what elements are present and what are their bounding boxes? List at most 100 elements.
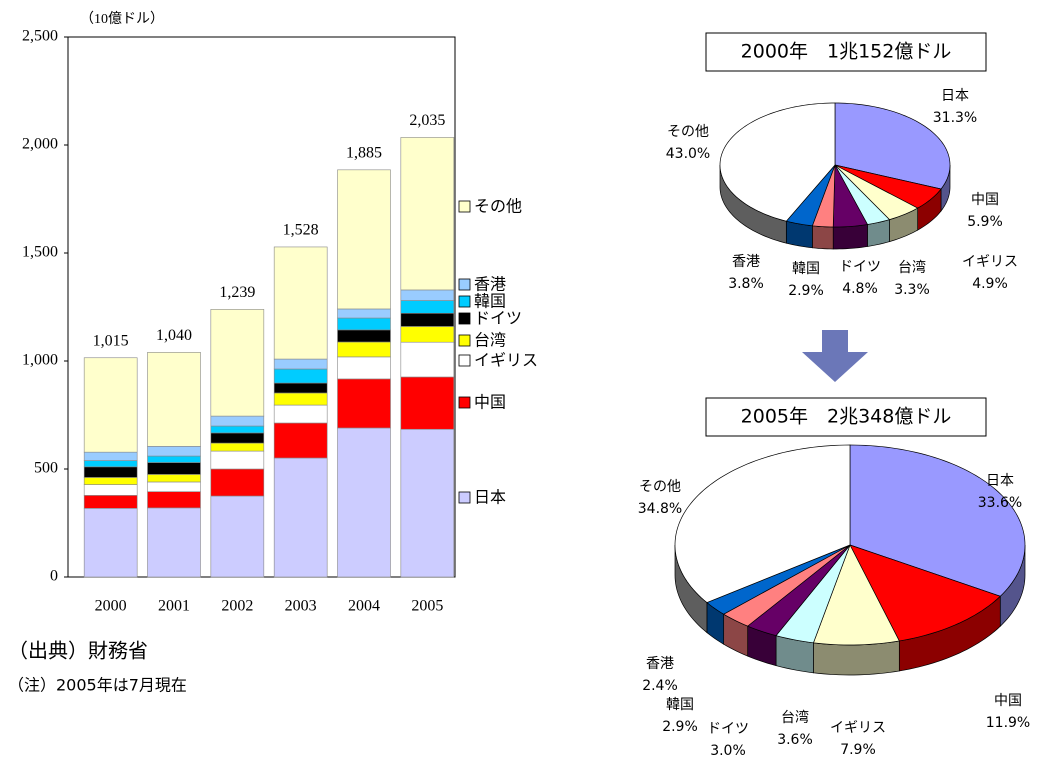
pie-title: 2000年 1兆152億ドル	[741, 41, 952, 63]
slice-label: ドイツ	[707, 721, 749, 737]
pie-slice	[834, 164, 919, 220]
slice-value-label: 34.8%	[638, 501, 682, 517]
bar-segment	[147, 507, 201, 578]
legend-swatch	[458, 396, 471, 409]
pie-slice	[722, 544, 851, 627]
y-tick-label: 1,500	[22, 244, 58, 261]
legend-swatch	[458, 278, 471, 291]
bar-segment	[83, 466, 138, 478]
legend-swatch	[458, 295, 471, 308]
legend-label: 中国	[474, 393, 506, 412]
bar-segment	[83, 508, 138, 578]
y-tick-label: 1,000	[22, 352, 58, 369]
source: （出典）財務省	[8, 639, 148, 663]
pie-slice	[832, 163, 869, 228]
bar-segment	[210, 468, 265, 497]
slice-value-label: 31.3%	[933, 110, 977, 126]
pie-slice	[674, 444, 851, 603]
bar-segment	[273, 358, 328, 370]
pie-side	[832, 224, 868, 250]
slice-label: 香港	[732, 254, 760, 270]
legend-swatch	[458, 334, 471, 347]
legend-swatch	[458, 200, 471, 213]
bar-segment	[210, 415, 265, 427]
bar-segment	[337, 341, 391, 358]
legend-label: その他	[474, 197, 522, 216]
pie-slice	[812, 544, 900, 646]
legend-label: 日本	[474, 488, 506, 507]
bar-segment	[400, 312, 455, 327]
bar-segment	[210, 432, 265, 444]
y-tick-label: 2,500	[22, 28, 58, 45]
bar-segment	[400, 326, 455, 343]
legend-label: 台湾	[474, 331, 506, 350]
arrow	[802, 330, 868, 382]
y-tick-label: 500	[34, 460, 58, 477]
bar-segment	[83, 451, 138, 461]
slice-value-label: 3.6%	[777, 732, 813, 748]
x-tick-label: 2001	[158, 598, 190, 615]
bar-segment	[400, 341, 455, 378]
bar-segment	[147, 491, 201, 509]
pie-side	[812, 225, 834, 250]
bar-segment	[147, 474, 201, 483]
slice-value-label: 3.0%	[710, 743, 746, 759]
pie-title: 2005年 2兆348億ドル	[741, 406, 952, 428]
slice-label: 中国	[971, 192, 999, 208]
slice-value-label: 4.9%	[972, 276, 1008, 292]
bar-segment	[210, 309, 265, 417]
x-tick-label: 2003	[285, 598, 317, 615]
bar-segment	[147, 352, 201, 447]
bar-segment	[210, 442, 265, 452]
legend-swatch	[458, 354, 471, 367]
total-label: 2,035	[409, 112, 445, 129]
total-label: 1,528	[283, 222, 319, 239]
bar-segment	[400, 137, 455, 291]
slice-label: 韓国	[666, 697, 694, 713]
legend-swatch	[458, 312, 471, 325]
total-label: 1,885	[346, 145, 382, 162]
slice-value-label: 2.4%	[642, 678, 678, 694]
legend-swatch	[458, 491, 471, 504]
slice-label: 韓国	[792, 261, 820, 277]
slice-value-label: 5.9%	[967, 214, 1003, 230]
y-axis-label: （10億ドル）	[80, 11, 164, 27]
bar-segment	[273, 246, 328, 360]
total-label: 1,015	[93, 332, 129, 349]
x-tick-label: 2004	[348, 598, 380, 615]
x-tick-label: 2002	[221, 598, 253, 615]
slice-label: その他	[639, 479, 681, 495]
slice-value-label: 3.3%	[894, 282, 930, 298]
bar-segment	[147, 455, 201, 463]
bar-segment	[83, 484, 138, 496]
slice-label: 中国	[994, 693, 1022, 709]
slice-label: ドイツ	[839, 259, 881, 275]
note: （注）2005年は7月現在	[8, 676, 187, 695]
slice-value-label: 7.9%	[840, 742, 876, 758]
x-tick-label: 2000	[95, 598, 127, 615]
bar-segment	[273, 404, 328, 424]
y-tick-label: 0	[50, 568, 58, 585]
bar-segment	[83, 495, 138, 509]
bar-segment	[273, 368, 328, 384]
pie-slice	[719, 102, 836, 222]
pie-side	[813, 640, 900, 676]
bar-segment	[400, 376, 455, 430]
bar-segment	[147, 462, 201, 475]
legend-label: 香港	[474, 275, 506, 294]
total-label: 1,239	[219, 284, 255, 301]
bar-segment	[400, 289, 455, 301]
slice-label: イギリス	[830, 720, 886, 736]
slice-label: 日本	[941, 88, 969, 104]
slice-value-label: 4.8%	[842, 281, 878, 297]
pie-slice	[849, 544, 1001, 642]
slice-value-label: 3.8%	[728, 276, 764, 292]
bar-segment	[337, 317, 391, 331]
slice-value-label: 2.9%	[662, 719, 698, 735]
bar-segment	[210, 450, 265, 470]
bar-segment	[337, 427, 391, 578]
bar-segment	[147, 481, 201, 492]
slice-label: その他	[667, 124, 709, 140]
bar-segment	[337, 356, 391, 380]
